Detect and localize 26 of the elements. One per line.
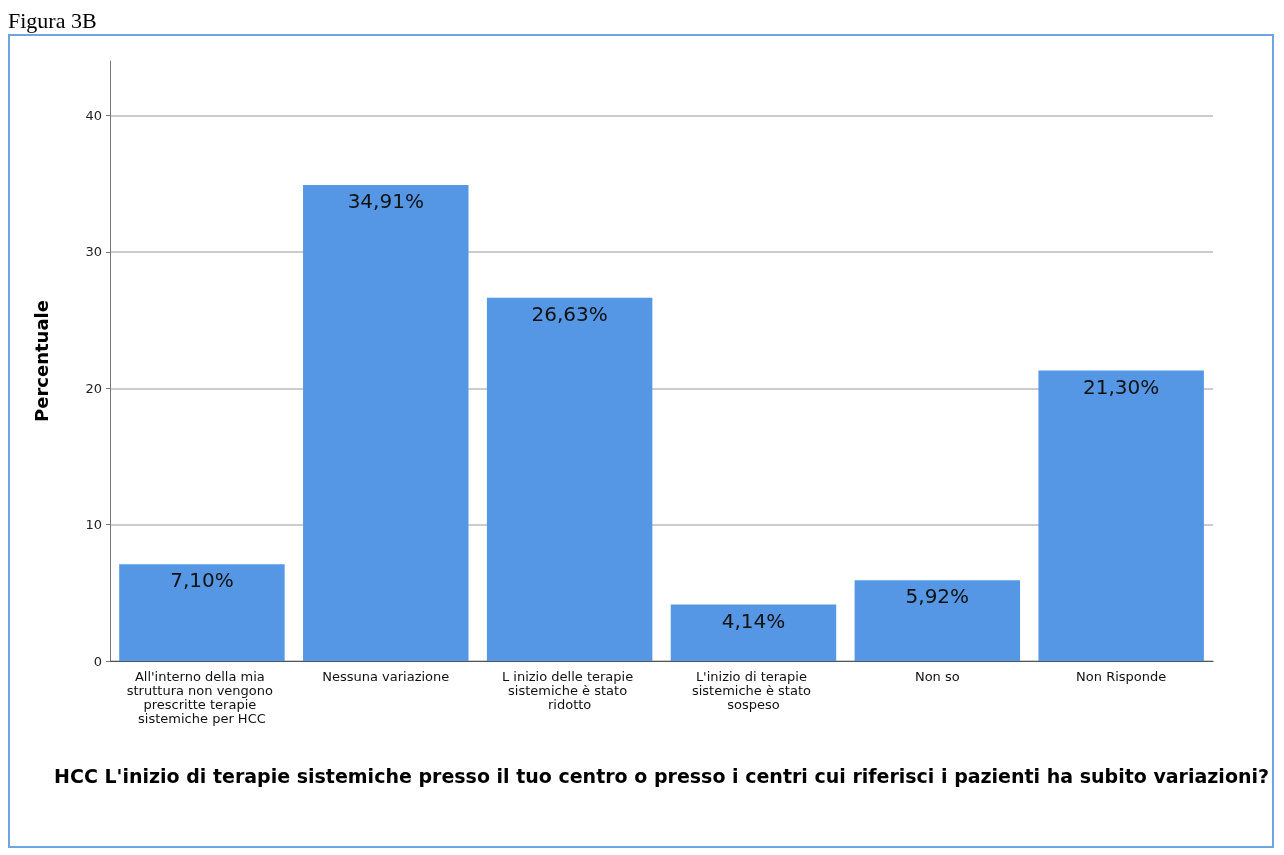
bar xyxy=(303,184,469,661)
chart-title: Figura 3B xyxy=(8,8,98,34)
y-tick-label: 20 xyxy=(85,380,102,396)
bar xyxy=(1038,370,1204,661)
bar xyxy=(486,297,653,661)
data-label: 26,63% xyxy=(531,301,608,326)
x-tick-label: Non so xyxy=(914,668,960,684)
bar xyxy=(854,580,1021,661)
y-tick-label: 30 xyxy=(85,244,102,260)
y-tick-label: 0 xyxy=(93,653,102,669)
data-label: 21,30% xyxy=(1083,374,1160,399)
y-tick-label: 40 xyxy=(85,108,102,124)
y-tick-label: 10 xyxy=(85,517,102,533)
x-axis-title: HCC L'inizio di terapie sistemiche presso il tuo centro o presso i centri cui riferisci i pazienti ha subito variazioni? xyxy=(54,765,1269,787)
x-tick-label: L inizio delle terapie sistemiche è stato ridotto xyxy=(501,668,638,712)
x-tick-label: L'inizio di terapie sistemiche è stato sospeso xyxy=(691,668,816,712)
x-tick-label: Non Risponde xyxy=(1076,668,1167,684)
x-tick-label: All'interno della mia struttura non vengono prescritte terapie sistemiche per HCC xyxy=(126,668,278,726)
data-label: 7,10% xyxy=(170,568,234,593)
bar xyxy=(119,564,285,661)
data-label: 5,92% xyxy=(905,584,970,609)
x-tick-label: Nessuna variazione xyxy=(322,668,450,684)
data-label: 4,14% xyxy=(721,608,786,633)
data-label: 34,91% xyxy=(347,188,424,213)
y-axis-title: Percentuale xyxy=(30,300,52,422)
bar xyxy=(670,604,837,661)
